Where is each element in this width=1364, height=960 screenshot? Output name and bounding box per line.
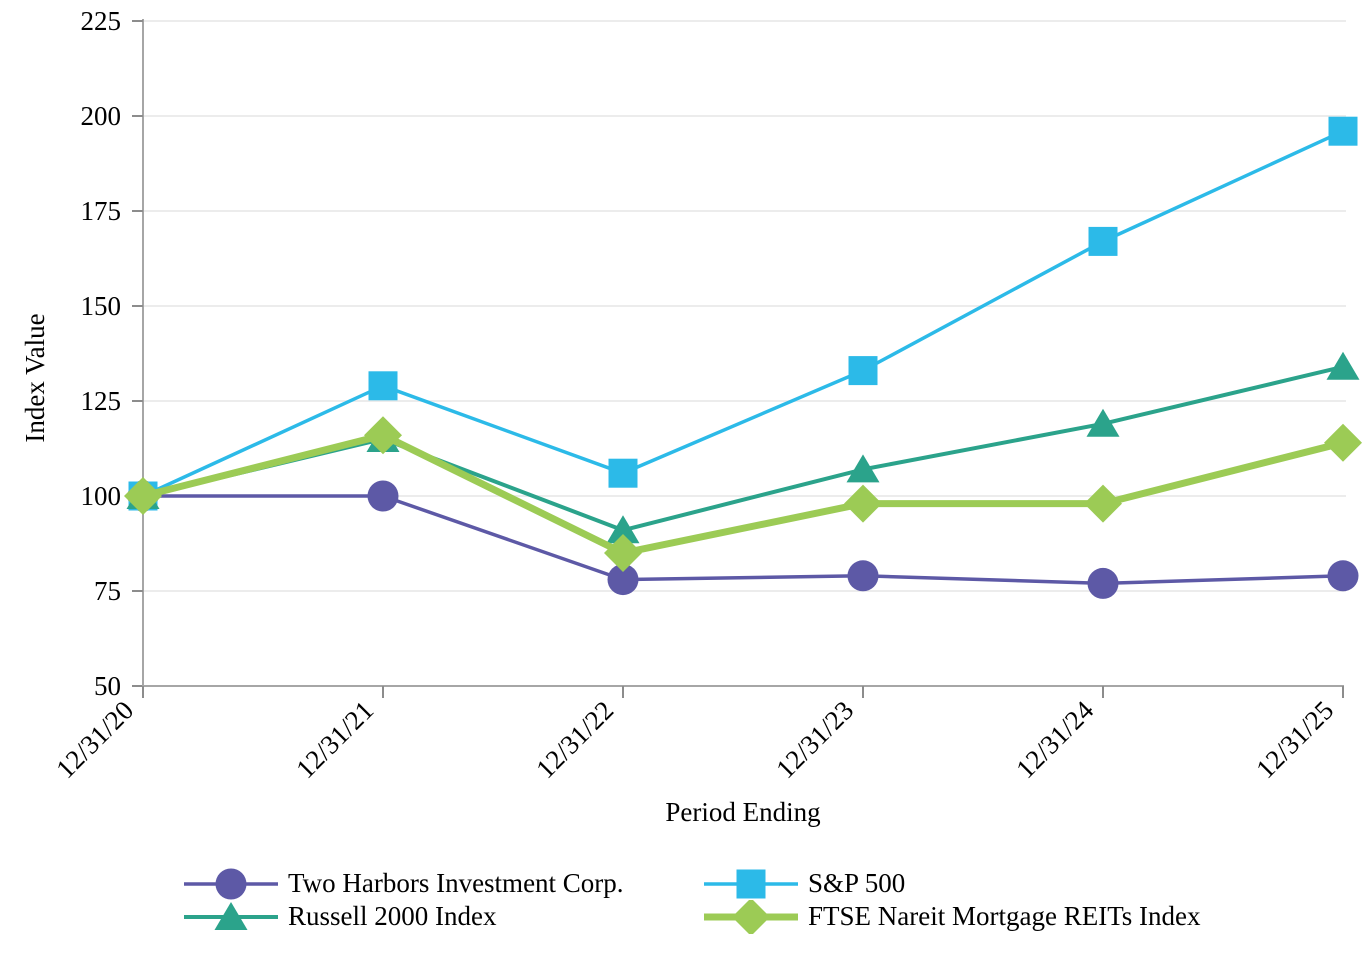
y-tick-label-150: 150 (81, 291, 122, 321)
x-tick-label-3: 12/31/23 (770, 695, 859, 784)
circle-legend-marker-icon (184, 868, 278, 899)
data-point-s-p-500-4 (1088, 226, 1118, 256)
legend-marker-russell-2000-index (214, 901, 248, 930)
series-two-harbors-investment-corp (127, 480, 1359, 599)
y-tick-label-125: 125 (81, 386, 122, 416)
legend-item-russell-2000-index: Russell 2000 Index (183, 900, 703, 933)
data-point-s-p-500-2 (608, 458, 638, 488)
data-point-russell-2000-index-3 (846, 454, 880, 483)
series-line-two-harbors-investment-corp (141, 494, 1345, 586)
x-axis-title: Period Ending (665, 797, 821, 827)
legend-marker-s-p-500 (736, 869, 766, 898)
x-tick-label-0: 12/31/20 (50, 695, 139, 784)
x-tick-label-5: 12/31/25 (1250, 695, 1339, 784)
legend-item-two-harbors-investment-corp: Two Harbors Investment Corp. (183, 867, 703, 900)
data-point-ftse-nareit-mortgage-reits-index-4 (1084, 484, 1122, 523)
series-line-s-p-500 (141, 129, 1345, 498)
x-tick-label-2: 12/31/22 (530, 695, 619, 784)
series-line-ftse-nareit-mortgage-reits-index (139, 431, 1347, 557)
data-point-russell-2000-index-5 (1326, 351, 1360, 380)
legend-marker-ftse-nareit-mortgage-reits-index (732, 899, 770, 934)
y-tick-label-200: 200 (81, 101, 122, 131)
diamond-legend-marker-icon (704, 899, 798, 934)
data-point-s-p-500-1 (368, 371, 398, 401)
y-tick-label-225: 225 (81, 6, 122, 36)
data-point-ftse-nareit-mortgage-reits-index-3 (844, 484, 882, 523)
data-point-s-p-500-3 (848, 356, 878, 386)
y-tick-label-75: 75 (94, 576, 121, 606)
legend-label: FTSE Nareit Mortgage REITs Index (808, 901, 1201, 931)
y-tick-label-100: 100 (81, 481, 122, 511)
square-legend-marker-icon (704, 869, 798, 898)
series-s-p-500 (128, 116, 1358, 511)
x-tick-label-4: 12/31/24 (1010, 695, 1099, 784)
legend-marker-two-harbors-investment-corp (215, 868, 247, 899)
data-point-two-harbors-investment-corp-4 (1087, 567, 1119, 599)
legend-item-ftse-nareit-mortgage-reits-index: FTSE Nareit Mortgage REITs Index (703, 899, 1201, 934)
data-point-s-p-500-5 (1328, 116, 1358, 146)
legend-label: Russell 2000 Index (288, 901, 497, 931)
triangle-legend-marker-icon (184, 901, 278, 930)
data-point-ftse-nareit-mortgage-reits-index-5 (1324, 423, 1362, 462)
series-ftse-nareit-mortgage-reits-index (124, 416, 1362, 572)
data-point-two-harbors-investment-corp-3 (847, 560, 879, 592)
data-point-russell-2000-index-4 (1086, 408, 1120, 437)
y-axis-title: Index Value (20, 313, 50, 443)
data-point-ftse-nareit-mortgage-reits-index-2 (604, 534, 642, 572)
legend-label: Two Harbors Investment Corp. (288, 868, 624, 898)
data-point-two-harbors-investment-corp-5 (1327, 560, 1359, 592)
x-tick-label-1: 12/31/21 (290, 695, 379, 784)
legend-label: S&P 500 (808, 868, 906, 898)
chart-legend: Two Harbors Investment Corp. S&P 500 Russe… (183, 867, 1201, 934)
data-point-two-harbors-investment-corp-2 (607, 564, 639, 596)
legend-item-s-p-500: S&P 500 (703, 867, 1201, 900)
data-point-ftse-nareit-mortgage-reits-index-0 (124, 477, 162, 515)
data-point-two-harbors-investment-corp-1 (367, 480, 399, 512)
data-point-ftse-nareit-mortgage-reits-index-1 (364, 416, 402, 455)
y-tick-label-50: 50 (94, 671, 121, 701)
y-tick-label-175: 175 (81, 196, 122, 226)
data-point-russell-2000-index-2 (606, 515, 640, 544)
series-russell-2000-index (126, 351, 1360, 544)
